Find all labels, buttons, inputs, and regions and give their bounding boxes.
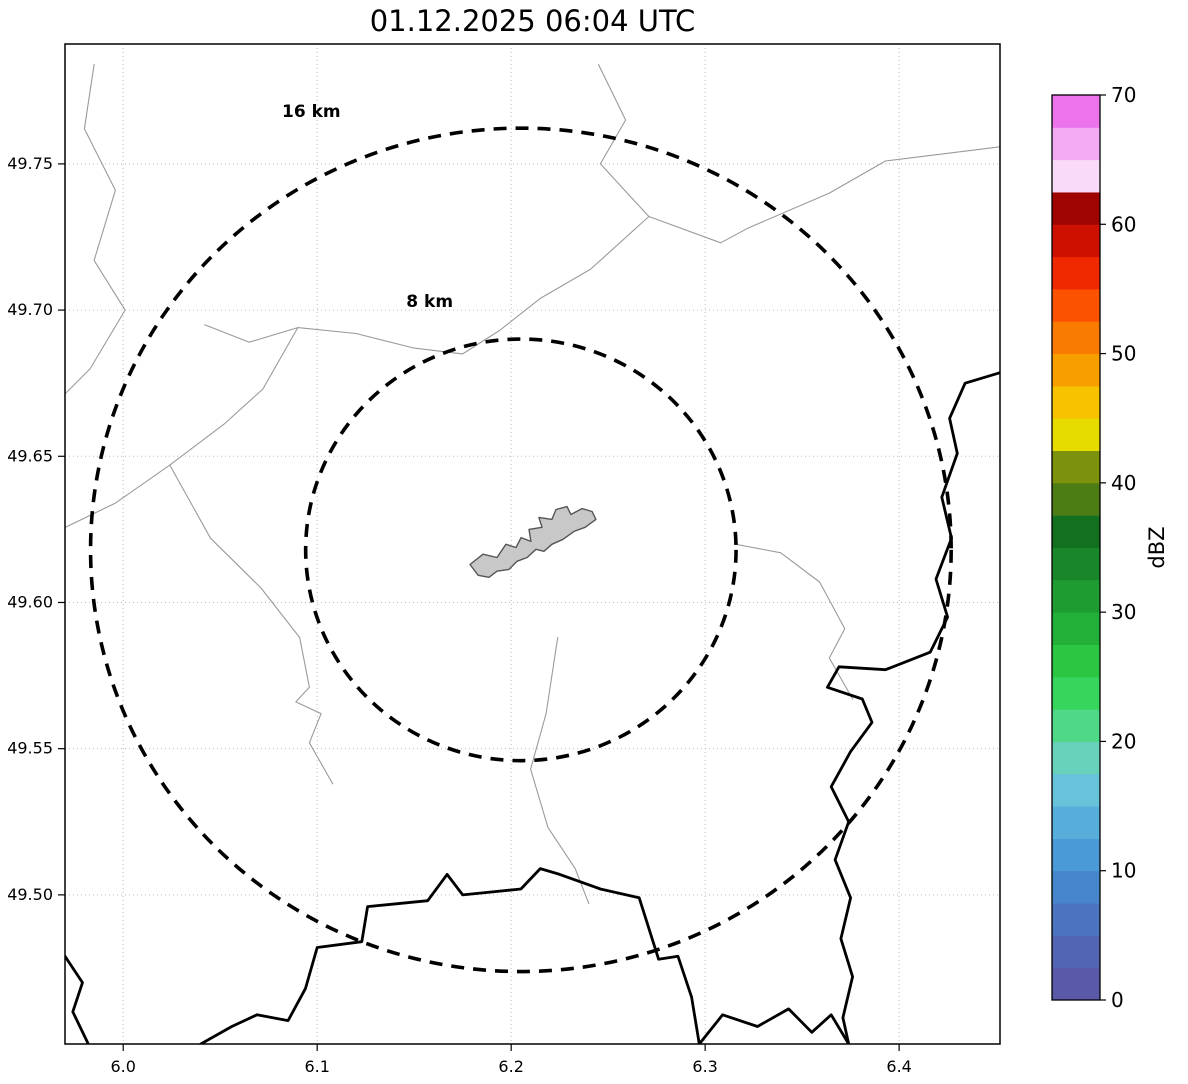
x-tick-label: 6.3: [692, 1057, 717, 1076]
colorbar-band: [1052, 418, 1100, 452]
y-tick-label: 49.75: [7, 154, 53, 173]
colorbar-band: [1052, 385, 1100, 419]
axis-ticks: 6.0 6.1 6.2 6.3 6.4 49.50 49.55 49.60 49.65 49.70…: [7, 154, 912, 1076]
range-ring-label: 8 km: [406, 292, 453, 312]
colorbar-band: [1052, 224, 1100, 258]
admin-borders: [65, 63, 1000, 905]
y-tick-label: 49.60: [7, 592, 53, 611]
chart-title: 01.12.2025 06:04 UTC: [369, 4, 696, 38]
colorbar-band: [1052, 709, 1100, 742]
plot-border: [64, 43, 1001, 1045]
y-tick-label: 49.70: [7, 300, 53, 319]
colorbar-band: [1052, 450, 1100, 484]
colorbar-band: [1052, 612, 1100, 645]
colorbar-tick-label: 10: [1111, 859, 1136, 883]
colorbar-tick-label: 40: [1111, 471, 1136, 495]
colorbar-tick-label: 50: [1111, 342, 1136, 366]
colorbar-frame: [1051, 94, 1101, 1001]
country-border-line: [65, 953, 90, 1044]
country-borders: [65, 371, 1000, 1044]
admin-border-line: [597, 63, 1000, 244]
radar-site-polygon: [469, 505, 597, 578]
colorbar-band: [1052, 676, 1100, 710]
colorbar-tick-label: 20: [1111, 729, 1136, 753]
colorbar-band: [1052, 870, 1100, 904]
colorbar-band: [1052, 773, 1100, 807]
y-tick-label: 49.65: [7, 446, 53, 465]
range-ring-label: 16 km: [282, 102, 341, 122]
country-border-line: [697, 1007, 851, 1044]
admin-border-line: [530, 637, 590, 905]
colorbar-band: [1052, 935, 1100, 969]
map-features: [65, 63, 1000, 1044]
colorbar-band: [1052, 903, 1100, 936]
colorbar: 0 10 20 30 40 50 60 70 dBZ: [1051, 83, 1169, 1012]
range-rings: 8 km 16 km: [88, 102, 953, 974]
colorbar-band: [1052, 256, 1100, 290]
colorbar-band: [1052, 967, 1100, 1001]
radar-site-shape: [469, 505, 597, 578]
admin-border-line: [733, 543, 854, 700]
admin-border-line: [204, 215, 650, 355]
country-border-line: [826, 371, 1000, 1044]
x-tick-label: 6.1: [304, 1057, 329, 1076]
colorbar-band: [1052, 644, 1100, 678]
colorbar-band: [1052, 515, 1100, 548]
colorbar-band: [1052, 191, 1100, 225]
admin-border-line: [65, 63, 126, 395]
colorbar-band: [1052, 482, 1100, 516]
colorbar-band: [1052, 321, 1100, 355]
y-tick-label: 49.55: [7, 739, 53, 758]
colorbar-tick-label: 60: [1111, 212, 1136, 236]
admin-border-line: [65, 327, 299, 529]
x-tick-label: 6.2: [498, 1057, 523, 1076]
colorbar-unit-label: dBZ: [1145, 526, 1169, 568]
colorbar-band: [1052, 741, 1100, 775]
admin-border-line: [169, 464, 334, 785]
gridlines: [65, 44, 1000, 1044]
range-ring-8km: [303, 337, 738, 763]
colorbar-band: [1052, 838, 1100, 872]
colorbar-band: [1052, 806, 1100, 839]
colorbar-band: [1052, 159, 1100, 193]
x-tick-label: 6.4: [886, 1057, 911, 1076]
colorbar-tick-label: 70: [1111, 83, 1136, 107]
x-tick-label: 6.0: [110, 1057, 135, 1076]
colorbar-band: [1052, 353, 1100, 387]
colorbar-band: [1052, 288, 1100, 322]
colorbar-tick-label: 0: [1111, 988, 1124, 1012]
range-ring-16km: [88, 126, 953, 974]
colorbar-band: [1052, 127, 1100, 161]
colorbar-band: [1052, 547, 1100, 581]
colorbar-tick-label: 30: [1111, 600, 1136, 624]
colorbar-band: [1052, 95, 1100, 128]
y-tick-label: 49.50: [7, 885, 53, 904]
colorbar-band: [1052, 579, 1100, 613]
